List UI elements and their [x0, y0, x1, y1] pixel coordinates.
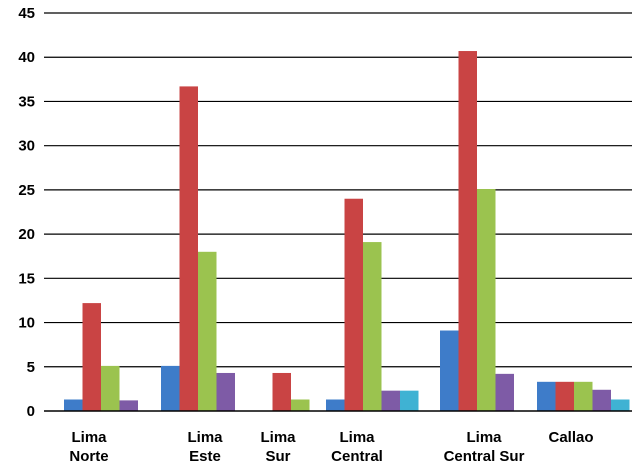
y-tick-label: 45: [18, 5, 35, 22]
bar: [363, 242, 382, 411]
bar: [82, 303, 101, 411]
y-tick-label: 20: [18, 226, 35, 243]
y-tick-label: 40: [18, 49, 35, 66]
category-label: Lima: [466, 429, 502, 446]
category-label: Central Sur: [444, 448, 525, 465]
category-label: Lima: [71, 429, 107, 446]
bar: [458, 51, 477, 411]
bar: [272, 372, 291, 411]
bar: [64, 399, 83, 411]
y-tick-label: 5: [27, 359, 35, 376]
category-label: Sur: [265, 448, 290, 465]
y-axis-ticks: 0 5 10 15 20 25 30 35 40 45: [18, 5, 35, 420]
bar: [344, 198, 363, 411]
bar: [161, 365, 180, 411]
x-axis-categories: Lima Norte Lima Este Lima Sur Lima Central Lima C…: [69, 429, 593, 465]
bar: [495, 373, 514, 411]
category-label: Este: [189, 448, 221, 465]
category-label: Norte: [69, 448, 108, 465]
category-label: Lima: [339, 429, 375, 446]
bar: [592, 389, 611, 411]
bar: [477, 189, 496, 411]
bar: [101, 365, 120, 411]
category-label: Lima: [187, 429, 223, 446]
y-tick-label: 10: [18, 315, 35, 332]
y-tick-label: 25: [18, 182, 35, 199]
category-label: Lima: [260, 429, 296, 446]
bar: [574, 381, 593, 411]
bar: [611, 399, 630, 411]
bar: [440, 330, 459, 411]
bar: [537, 381, 556, 411]
bar: [179, 86, 198, 412]
bar: [119, 400, 138, 411]
bar: [400, 390, 419, 411]
category-label: Central: [331, 448, 383, 465]
y-tick-label: 15: [18, 270, 35, 287]
y-tick-label: 30: [18, 138, 35, 155]
bars: [64, 51, 630, 412]
bar: [198, 251, 217, 411]
bar: [291, 399, 310, 411]
bar: [216, 372, 235, 411]
y-tick-label: 35: [18, 93, 35, 110]
bar: [555, 381, 574, 411]
bar: [381, 390, 400, 411]
bar: [326, 399, 345, 411]
y-tick-label: 0: [27, 403, 35, 420]
category-label: Callao: [548, 429, 593, 446]
gridlines: [44, 12, 632, 368]
